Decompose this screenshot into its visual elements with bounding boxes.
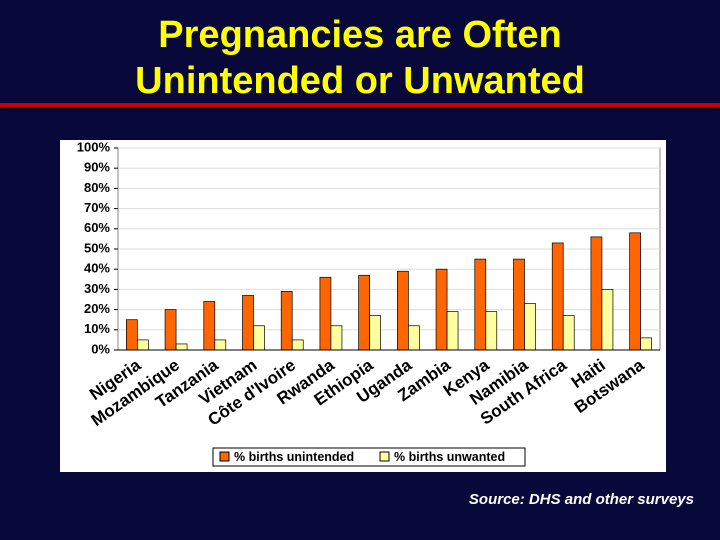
bar xyxy=(513,258,525,351)
bar xyxy=(601,289,614,351)
y-tick-label: 100% xyxy=(77,139,111,154)
legend-swatch xyxy=(219,451,230,462)
y-tick-label: 50% xyxy=(84,240,110,255)
title-rule xyxy=(0,103,720,107)
bar xyxy=(590,236,603,351)
y-tick-label: 90% xyxy=(84,160,110,175)
y-tick-label: 30% xyxy=(84,281,110,296)
y-tick-label: 40% xyxy=(84,261,110,276)
bar xyxy=(319,276,332,351)
bar xyxy=(291,339,304,351)
bar xyxy=(330,325,343,351)
bar xyxy=(358,274,370,351)
chart-title: Pregnancies are Often Unintended or Unwa… xyxy=(135,14,585,102)
bar xyxy=(474,258,487,351)
bar xyxy=(164,309,177,351)
y-tick-label: 60% xyxy=(84,220,110,235)
legend-label: % births unintended xyxy=(234,450,354,464)
bar xyxy=(629,232,641,351)
bar xyxy=(524,303,536,351)
y-tick-label: 70% xyxy=(84,200,110,215)
bar xyxy=(397,270,409,351)
y-tick-label: 10% xyxy=(84,321,110,336)
legend-label: % births unwanted xyxy=(394,450,505,464)
source-note: Source: DHS and other surveys xyxy=(468,491,694,508)
legend xyxy=(212,447,526,467)
y-tick-label: 80% xyxy=(84,180,110,195)
y-tick-label: 0% xyxy=(91,341,110,356)
y-tick-label: 20% xyxy=(84,301,110,316)
bar xyxy=(126,319,138,351)
bar xyxy=(203,301,216,351)
bar xyxy=(435,268,448,351)
bar xyxy=(640,337,652,351)
bar xyxy=(137,339,149,351)
bar xyxy=(562,315,575,351)
bar xyxy=(280,291,293,351)
bar xyxy=(369,315,381,351)
bar xyxy=(485,311,498,351)
bar xyxy=(446,311,459,351)
bar xyxy=(214,339,227,351)
bar xyxy=(175,343,188,351)
legend-swatch xyxy=(379,451,390,462)
bar xyxy=(408,325,420,351)
bar xyxy=(551,242,564,351)
bar xyxy=(242,295,254,351)
bar xyxy=(253,325,265,351)
